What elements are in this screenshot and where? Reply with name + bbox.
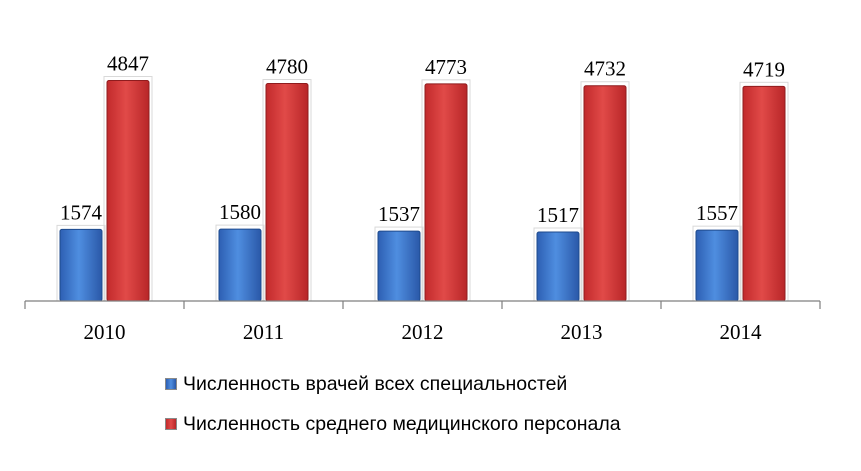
data-label: 1557	[696, 201, 738, 225]
data-label: 1517	[537, 203, 579, 227]
data-label: 4719	[743, 57, 785, 81]
bar-doctors-2011	[218, 228, 262, 302]
data-label: 4773	[425, 55, 467, 79]
bar-nurses-2014	[742, 85, 786, 302]
legend-label-nurses: Численность среднего медицинского персон…	[183, 412, 621, 435]
data-label: 1537	[378, 202, 420, 226]
data-label: 4847	[107, 52, 149, 76]
data-label: 1580	[219, 200, 261, 224]
legend-swatch-nurses	[165, 418, 177, 430]
data-label: 4780	[266, 55, 308, 79]
legend: Численность врачей всех специальностей Ч…	[165, 364, 621, 444]
bar-doctors-2012	[377, 230, 421, 302]
bar-nurses-2010	[106, 80, 150, 302]
x-tick-label: 2010	[84, 320, 126, 344]
legend-swatch-doctors	[165, 378, 177, 390]
x-tick-label: 2012	[402, 320, 444, 344]
data-label: 1574	[60, 200, 103, 224]
legend-item-nurses: Численность среднего медицинского персон…	[165, 404, 621, 444]
bar-nurses-2013	[583, 85, 627, 302]
x-tick-label: 2014	[720, 320, 763, 344]
legend-item-doctors: Численность врачей всех специальностей	[165, 364, 621, 404]
bar-nurses-2012	[424, 83, 468, 302]
bar-nurses-2011	[265, 83, 309, 302]
bar-doctors-2014	[695, 229, 739, 302]
x-tick-label: 2013	[561, 320, 603, 344]
legend-label-doctors: Численность врачей всех специальностей	[183, 372, 568, 395]
bar-doctors-2013	[536, 231, 580, 302]
x-tick-label: 2011	[243, 320, 284, 344]
data-label: 4732	[584, 57, 626, 81]
bar-doctors-2010	[59, 228, 103, 302]
